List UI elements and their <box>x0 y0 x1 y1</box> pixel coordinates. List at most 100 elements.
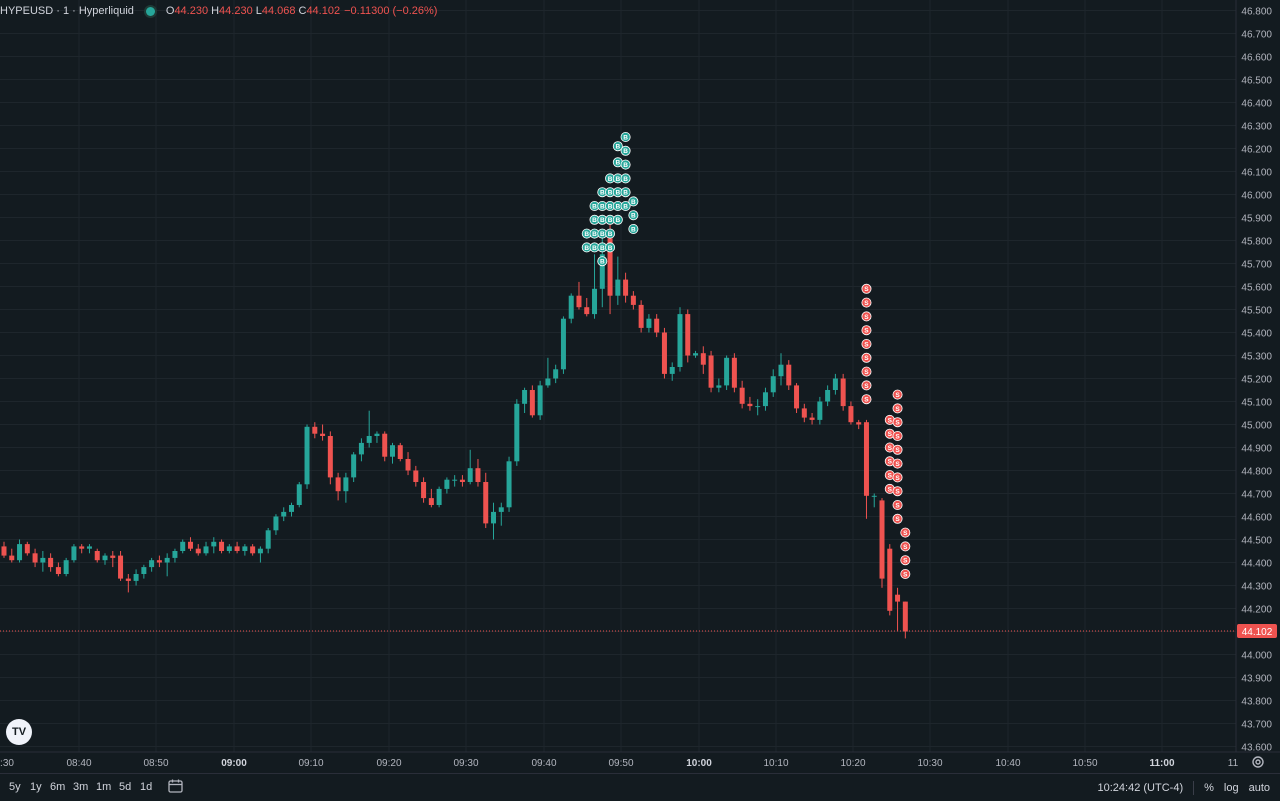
candle-body <box>794 385 800 409</box>
sell-marker: S <box>892 499 903 510</box>
buy-marker: B <box>597 200 608 211</box>
range-1y-button[interactable]: 1y <box>30 781 42 793</box>
range-5y-button[interactable]: 5y <box>9 781 21 793</box>
range-3m-button[interactable]: 3m <box>73 781 89 793</box>
x-tick-label: 09:40 <box>531 758 556 769</box>
candle <box>40 551 46 572</box>
candle-body <box>164 557 170 563</box>
candle-body <box>335 477 341 492</box>
percent-scale-toggle[interactable]: % <box>1204 781 1214 794</box>
candle <box>483 472 489 528</box>
candle <box>86 544 92 554</box>
candle <box>669 362 675 381</box>
candle-body <box>1 546 7 556</box>
candle <box>786 360 792 390</box>
candle <box>693 350 699 358</box>
candle-body <box>413 470 419 482</box>
buy-marker-label: B <box>608 231 613 238</box>
candle <box>529 385 535 418</box>
tradingview-logo-icon[interactable]: TV <box>6 719 32 745</box>
candle-body <box>856 422 862 425</box>
candle-body <box>522 390 528 404</box>
buy-marker-label: B <box>623 134 628 141</box>
sell-marker-label: S <box>895 461 900 468</box>
buy-marker: B <box>605 228 616 239</box>
candle <box>770 369 776 397</box>
sell-marker-label: S <box>895 420 900 427</box>
buy-marker-label: B <box>615 176 620 183</box>
candle-body <box>436 488 442 505</box>
x-tick-label: 10:30 <box>917 758 942 769</box>
settings-gear-icon[interactable] <box>1250 754 1266 770</box>
candle-body <box>55 567 61 574</box>
candle <box>133 569 139 586</box>
sell-marker-dot <box>900 555 911 566</box>
buy-marker: B <box>620 145 631 156</box>
candle <box>825 385 831 407</box>
candle-body <box>685 314 691 356</box>
candle <box>801 403 807 423</box>
symbol-title[interactable]: HYPEUSD · 1 · Hyperliquid <box>0 5 134 17</box>
y-tick-label: 43.700 <box>1241 720 1272 731</box>
clock-timezone[interactable]: 10:24:42 (UTC-4) <box>1097 781 1184 794</box>
candle-body <box>895 594 901 602</box>
buy-marker: B <box>628 210 639 221</box>
candle-body <box>879 500 885 579</box>
y-tick-label: 44.800 <box>1241 467 1272 478</box>
range-1m-button[interactable]: 1m <box>96 781 112 793</box>
candle <box>615 256 621 305</box>
candle-body <box>273 516 279 531</box>
buy-marker-label: B <box>584 245 589 252</box>
buy-marker-dot <box>620 200 631 211</box>
sell-marker-dot <box>892 486 903 497</box>
sell-marker: S <box>892 389 903 400</box>
high-value: 44.230 <box>219 5 253 17</box>
candle-body <box>599 254 605 289</box>
candle <box>685 309 691 363</box>
sell-marker-dot <box>861 325 872 336</box>
candle-body <box>397 445 403 459</box>
candle <box>848 401 854 425</box>
candle <box>863 419 869 519</box>
y-tick-label: 45.900 <box>1241 214 1272 225</box>
candle <box>125 574 131 593</box>
candle-body <box>304 426 310 485</box>
candle-body <box>902 601 908 632</box>
candle-body <box>265 530 271 549</box>
range-6m-button[interactable]: 6m <box>50 781 66 793</box>
candle <box>141 564 147 579</box>
y-tick-label: 44.300 <box>1241 582 1272 593</box>
sell-marker-label: S <box>888 486 893 493</box>
candle <box>226 544 232 554</box>
candle-body <box>366 436 372 443</box>
candle-body <box>374 433 380 436</box>
sell-marker-dot <box>861 311 872 322</box>
calendar-goto-date-icon[interactable] <box>168 779 183 793</box>
sell-marker-label: S <box>888 417 893 424</box>
candle <box>250 544 256 556</box>
candle-body <box>40 557 46 563</box>
buy-marker: B <box>628 196 639 207</box>
sell-marker-dot <box>900 541 911 552</box>
candle-body <box>226 546 232 551</box>
range-1d-button[interactable]: 1d <box>140 781 153 793</box>
candle-body <box>560 318 566 370</box>
y-tick-label: 46.400 <box>1241 99 1272 110</box>
range-5d-button[interactable]: 5d <box>119 781 132 793</box>
y-tick-label: 43.600 <box>1241 743 1272 754</box>
candle-body <box>817 401 823 420</box>
candle-body <box>568 295 574 319</box>
candle-body <box>762 392 768 407</box>
sell-marker: S <box>861 283 872 294</box>
log-scale-toggle[interactable]: log <box>1223 781 1239 794</box>
buy-marker-label: B <box>608 217 613 224</box>
candle-body <box>661 332 667 374</box>
buy-marker-label: B <box>600 259 605 266</box>
auto-scale-toggle[interactable]: auto <box>1248 781 1270 794</box>
candle <box>102 553 108 565</box>
y-tick-label: 44.500 <box>1241 536 1272 547</box>
sell-marker-label: S <box>864 314 869 321</box>
x-tick-label: 10:00 <box>686 758 712 769</box>
sell-marker: S <box>884 456 895 467</box>
